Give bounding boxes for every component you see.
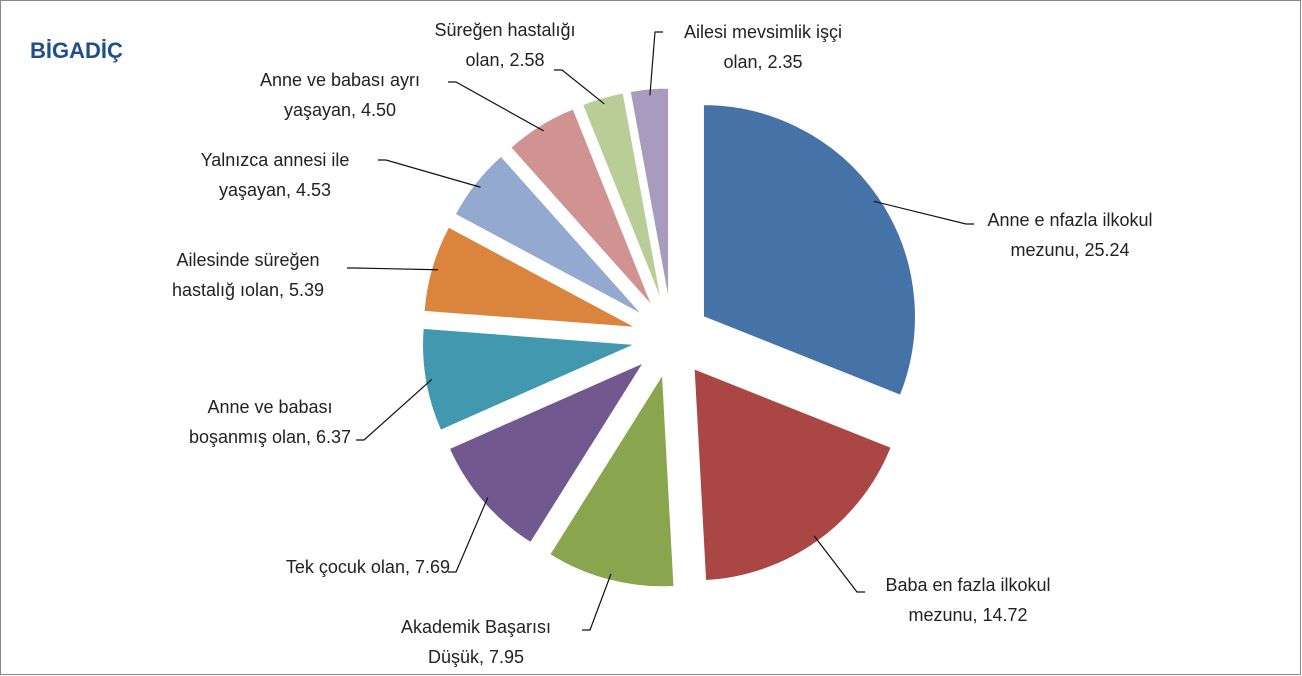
data-label: Tek çocuk olan, 7.69 [286, 557, 450, 577]
leader-line [649, 31, 663, 96]
leader-line [378, 159, 481, 188]
data-label: Baba en fazla ilkokul mezunu, 14.72 [885, 575, 1050, 625]
data-label: Akademik Başarısı Düşük, 7.95 [401, 617, 551, 667]
pie-slice [454, 155, 643, 315]
pie-slice [629, 87, 670, 301]
data-label-line: Ailesi mevsimlik işçi [684, 22, 842, 42]
data-label-line: Süreğen hastalığı [434, 20, 575, 40]
leader-line [554, 69, 605, 105]
data-label: Ailesi mevsimlik işçi olan, 2.35 [684, 22, 842, 72]
pie-slice [423, 226, 636, 328]
data-label-line: Düşük, 7.95 [428, 647, 524, 667]
pie-slice [549, 373, 675, 588]
data-label-line: Yalnızca annesi ile [201, 150, 350, 170]
data-label: Yalnızca annesi ile yaşayan, 4.53 [201, 150, 350, 200]
data-label-line: olan, 2.58 [465, 50, 544, 70]
data-label-line: Akademik Başarısı [401, 617, 551, 637]
data-label-line: olan, 2.35 [723, 52, 802, 72]
leader-line [347, 267, 439, 271]
data-label-line: yaşayan, 4.53 [219, 180, 331, 200]
leader-line [356, 378, 433, 441]
data-label: Anne ve babası boşanmış olan, 6.37 [189, 397, 351, 447]
data-label-line: mezunu, 14.72 [908, 605, 1027, 625]
chart-title: BİGADİÇ [30, 38, 123, 63]
data-label-line: Anne ve babası [207, 397, 332, 417]
data-label-line: boşanmış olan, 6.37 [189, 427, 351, 447]
data-label-line: Anne ve babası ayrı [260, 70, 420, 90]
leader-line [873, 200, 974, 225]
pie-slice [702, 104, 916, 396]
leader-line [448, 497, 489, 573]
data-label: Anne ve babası ayrı yaşayan, 4.50 [260, 70, 420, 120]
data-label-line: yaşayan, 4.50 [284, 100, 396, 120]
data-label-line: Tek çocuk olan, 7.69 [286, 557, 450, 577]
data-label: Süreğen hastalığı olan, 2.58 [434, 20, 575, 70]
data-label: Ailesinde süreğen hastalığ ıolan, 5.39 [172, 250, 324, 300]
data-label: Anne e nfazla ilkokul mezunu, 25.24 [987, 210, 1152, 260]
data-label-line: mezunu, 25.24 [1010, 240, 1129, 260]
pie-slice [510, 108, 653, 307]
data-label-line: Anne e nfazla ilkokul [987, 210, 1152, 230]
data-label-line: Baba en fazla ilkokul [885, 575, 1050, 595]
leader-line [582, 573, 612, 631]
leader-line [813, 535, 865, 593]
pie-slice [448, 361, 645, 544]
data-label-line: hastalığ ıolan, 5.39 [172, 280, 324, 300]
leader-line [448, 81, 544, 132]
pie-slice [581, 92, 662, 302]
data-label-line: Ailesinde süreğen [176, 250, 319, 270]
pie-slice [422, 327, 635, 431]
